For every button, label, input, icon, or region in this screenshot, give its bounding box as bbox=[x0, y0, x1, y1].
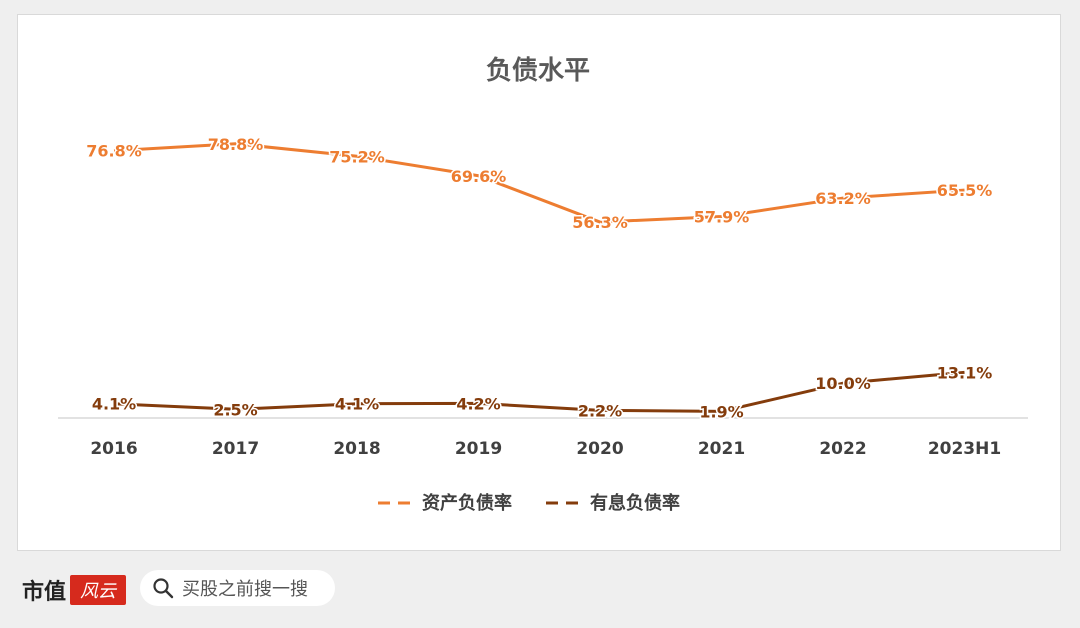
data-label: 4.2% bbox=[456, 394, 500, 413]
data-label: 75.2% bbox=[329, 147, 385, 166]
brand-name: 市值 bbox=[22, 580, 67, 605]
x-tick-label: 2020 bbox=[576, 439, 623, 459]
series-layer: 76.8% 78.8% 75.2% 69.6% 56.3% 57.9% 63.2% 65.5%… bbox=[85, 133, 994, 423]
data-label: 1.9% bbox=[699, 402, 743, 421]
x-tick-label: 2022 bbox=[819, 439, 866, 459]
legend: 资产负债率 有息负债率 bbox=[378, 492, 680, 514]
data-label: 2.5% bbox=[213, 400, 257, 419]
data-label: 78.8% bbox=[208, 135, 264, 154]
data-label: 63.2% bbox=[815, 189, 871, 208]
footer: 市值 风云 买股之前搜一搜 bbox=[0, 560, 1080, 628]
series-line-0 bbox=[113, 142, 965, 224]
x-tick-label: 2017 bbox=[212, 439, 259, 459]
data-label: 2.2% bbox=[578, 401, 622, 420]
search-box[interactable]: 买股之前搜一搜 bbox=[140, 570, 335, 606]
legend-label: 有息负债率 bbox=[590, 492, 680, 514]
x-tick-label: 2019 bbox=[455, 439, 502, 459]
x-tick-label: 2021 bbox=[698, 439, 745, 459]
x-axis-ticks: 2016 2017 2018 2019 2020 2021 2022 2023H1 bbox=[90, 439, 1001, 459]
x-tick-label: 2023H1 bbox=[928, 439, 1001, 459]
search-icon bbox=[153, 578, 174, 599]
chart-title: 负债水平 bbox=[486, 56, 590, 86]
brand-logo: 风云 bbox=[70, 575, 127, 605]
x-tick-label: 2016 bbox=[90, 439, 137, 459]
data-label: 76.8% bbox=[86, 142, 142, 161]
data-label: 56.3% bbox=[572, 213, 628, 232]
data-label: 65.5% bbox=[937, 181, 993, 200]
search-text: 买股之前搜一搜 bbox=[182, 579, 308, 600]
x-tick-label: 2018 bbox=[333, 439, 380, 459]
data-label: 4.1% bbox=[335, 395, 379, 414]
brand: 市值 风云 bbox=[22, 572, 127, 608]
legend-label: 资产负债率 bbox=[422, 492, 512, 514]
data-label: 57.9% bbox=[694, 208, 750, 227]
series-line-1 bbox=[113, 370, 965, 413]
data-label: 13.1% bbox=[937, 363, 993, 382]
data-label: 10.0% bbox=[815, 374, 871, 393]
data-label: 4.1% bbox=[92, 395, 136, 414]
chart-card: 负债水平 76.8% 78.8% 75.2% 69.6% 56.3% 57.9% 63.2%… bbox=[17, 14, 1061, 551]
line-chart: 负债水平 76.8% 78.8% 75.2% 69.6% 56.3% 57.9% 63.2%… bbox=[58, 56, 1028, 514]
data-label: 69.6% bbox=[451, 167, 507, 186]
